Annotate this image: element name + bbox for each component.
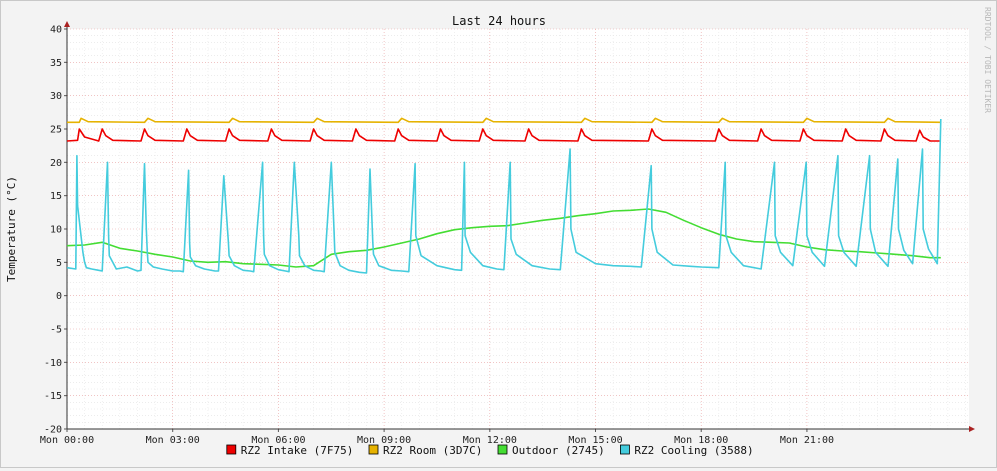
legend-swatch [497,444,508,455]
y-tick-label: -15 [44,391,62,402]
x-tick-label: Mon 21:00 [780,435,834,446]
y-tick-label: -20 [44,425,62,436]
x-axis-arrow [969,426,975,432]
chart-title: Last 24 hours [452,14,546,28]
legend-label: RZ2 Intake (7F75) [241,444,354,457]
series-lines [66,117,942,274]
x-tick-label: Mon 06:00 [251,435,305,446]
y-tick-label: 35 [50,58,62,69]
legend-swatch [368,444,379,455]
x-tick-label: Mon 00:00 [40,435,94,446]
x-tick-label: Mon 15:00 [568,435,622,446]
x-tick-label: Mon 18:00 [674,435,728,446]
x-tick-label: Mon 09:00 [357,435,411,446]
y-tick-label: 15 [50,191,62,202]
legend: RZ2 Intake (7F75) RZ2 Room (3D7C) Outdoor … [226,444,754,457]
y-tick-label: 30 [50,91,62,102]
y-axis-arrow [64,21,70,27]
y-tick-label: 25 [50,125,62,136]
series-line-2 [67,117,941,124]
y-axis-label: Temperature (°C) [5,176,18,282]
x-tick-label: Mon 03:00 [146,435,200,446]
series-line-4 [66,118,942,274]
y-tick-label: 10 [50,225,62,236]
legend-label: RZ2 Room (3D7C) [383,444,482,457]
grid [66,28,969,430]
legend-label: RZ2 Cooling (3588) [634,444,753,457]
x-tick-label: Mon 12:00 [463,435,517,446]
y-tick-label: -5 [50,325,62,336]
legend-swatch [620,444,630,455]
legend-label: Outdoor (2745) [512,444,605,457]
watermark: RRDTOOL / TOBI OETIKER [983,7,992,113]
y-tick-label: 0 [56,291,62,302]
series-line-1 [66,128,941,142]
series-line-3 [66,208,941,268]
y-tick-label: 5 [56,258,62,269]
y-tick-label: 40 [50,25,62,36]
legend-swatch [226,444,237,455]
y-tick-label: 20 [50,158,62,169]
y-tick-label: -10 [44,358,62,369]
